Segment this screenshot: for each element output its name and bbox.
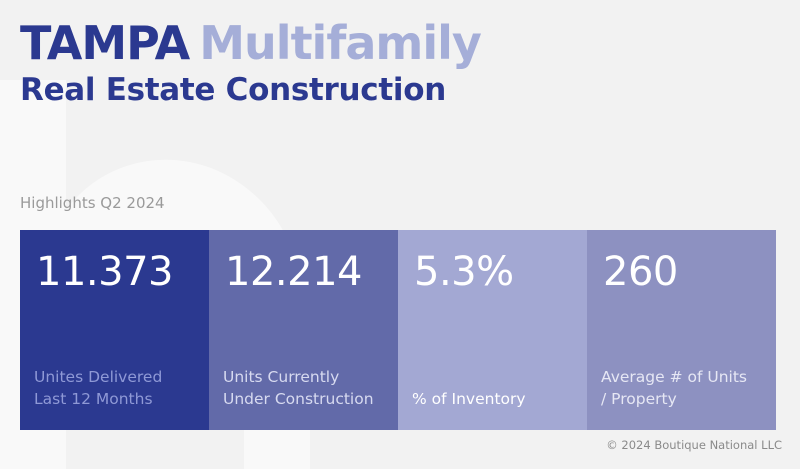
stat-label-line: Unites Delivered	[34, 368, 163, 386]
page-title: TAMPA Multifamily	[20, 14, 482, 72]
stat-label: Unites Delivered Last 12 Months	[34, 366, 203, 410]
stat-label-line: Average # of Units	[601, 368, 747, 386]
stat-label: Average # of Units / Property	[601, 366, 770, 410]
stat-label: Units Currently Under Construction	[223, 366, 392, 410]
stat-card-average-units: 260 Average # of Units / Property	[587, 230, 776, 430]
highlights-heading: Highlights Q2 2024	[20, 194, 165, 212]
stat-card-inventory-share: 5.3% % of Inventory	[398, 230, 587, 430]
stat-label-line: Units Currently	[223, 368, 340, 386]
stat-card-units-delivered: 11.373 Unites Delivered Last 12 Months	[20, 230, 209, 430]
stat-cards: 11.373 Unites Delivered Last 12 Months 1…	[20, 230, 776, 430]
stat-label-line: Last 12 Months	[34, 390, 153, 408]
stat-value: 11.373	[36, 249, 173, 295]
stat-value: 5.3%	[414, 249, 514, 295]
stat-label: % of Inventory	[412, 388, 581, 410]
stat-label-line: Under Construction	[223, 390, 374, 408]
title-city: TAMPA	[20, 16, 190, 70]
copyright-notice: © 2024 Boutique National LLC	[606, 438, 782, 452]
page-subtitle: Real Estate Construction	[20, 72, 446, 108]
stat-label-line: % of Inventory	[412, 390, 526, 408]
stat-value: 12.214	[225, 249, 362, 295]
stat-value: 260	[603, 249, 678, 295]
stat-label-line: / Property	[601, 390, 677, 408]
title-kind: Multifamily	[199, 16, 482, 70]
stat-card-under-construction: 12.214 Units Currently Under Constructio…	[209, 230, 398, 430]
